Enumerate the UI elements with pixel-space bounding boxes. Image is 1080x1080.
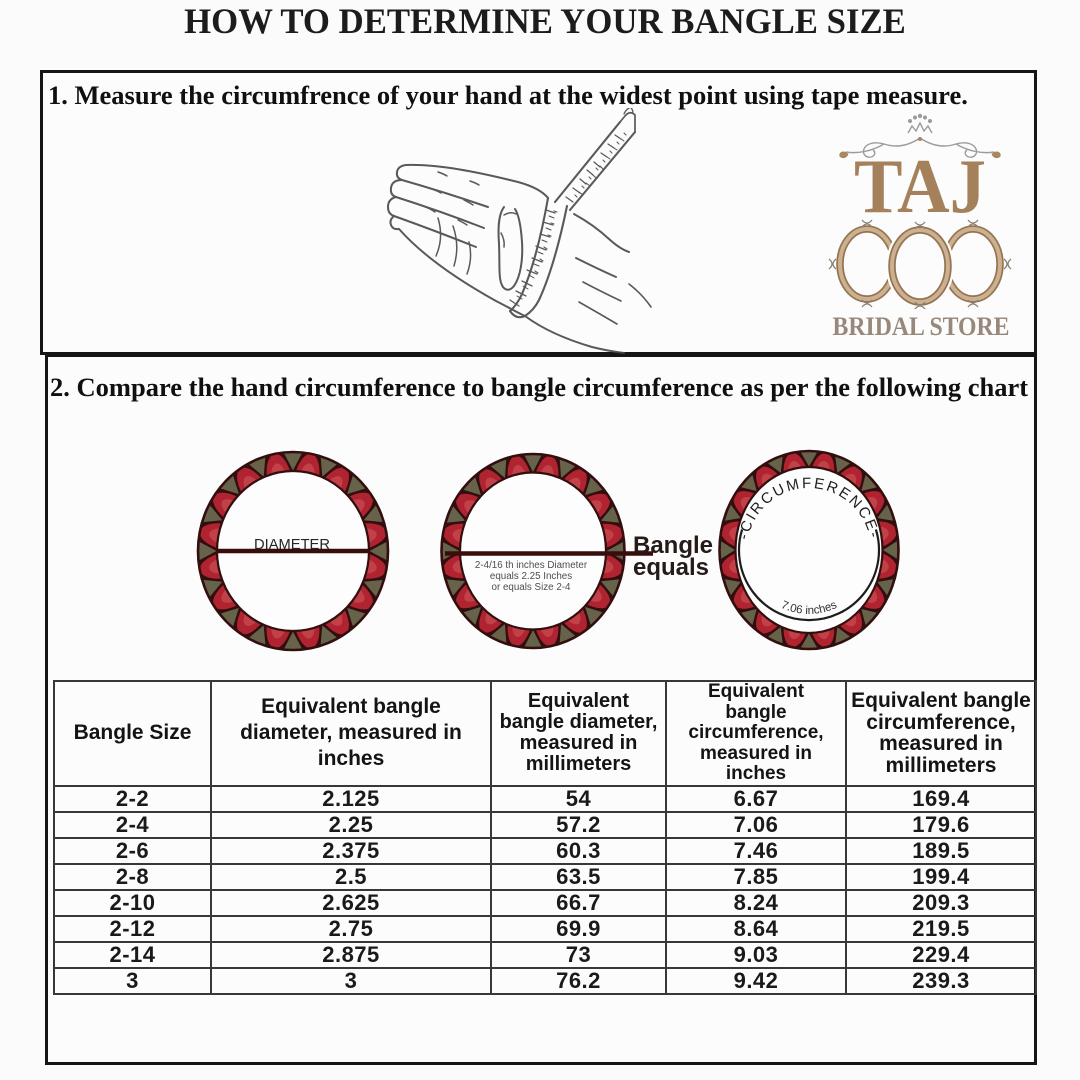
svg-text:BRIDAL STORE: BRIDAL STORE (833, 312, 1010, 341)
svg-text:TAJ: TAJ (854, 143, 986, 229)
